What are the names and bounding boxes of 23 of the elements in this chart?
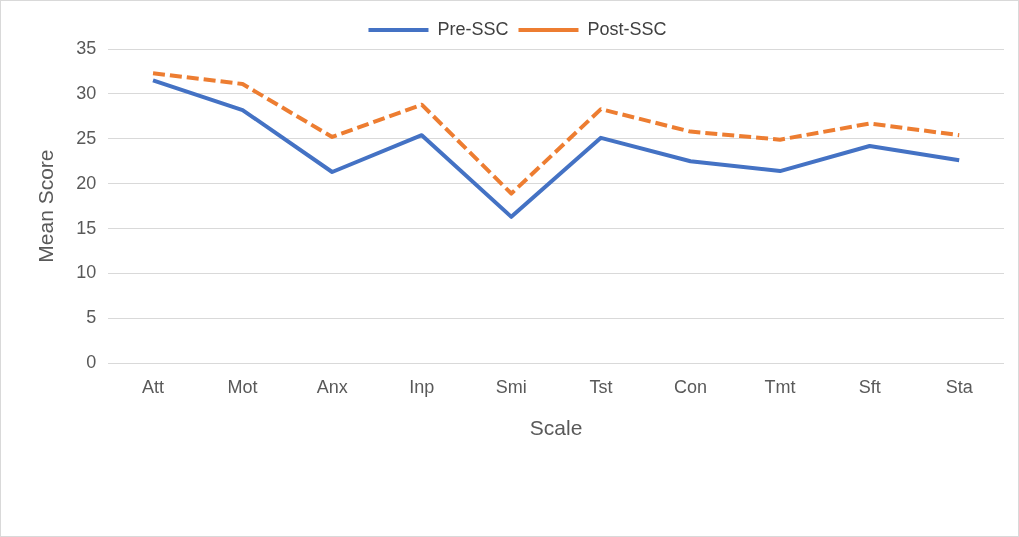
- x-tick-label: Sft: [858, 376, 881, 397]
- y-tick-label: 0: [86, 352, 97, 373]
- x-tick-label: Tmt: [764, 376, 796, 397]
- y-tick-label: 35: [76, 37, 97, 58]
- x-axis-title: Scale: [529, 416, 583, 440]
- x-tick-label: Con: [673, 376, 707, 397]
- x-tick-label: Mot: [227, 376, 258, 397]
- y-tick-label: 10: [76, 262, 97, 283]
- line-series: [151, 71, 962, 196]
- y-tick-label: 20: [76, 172, 97, 193]
- x-tick-label: Tst: [589, 376, 613, 397]
- y-tick-label: 25: [76, 127, 97, 148]
- y-axis-title: Mean Score: [34, 149, 58, 263]
- x-tick-label: Anx: [316, 376, 348, 397]
- y-tick-label: 15: [76, 217, 97, 238]
- y-tick-label: 30: [76, 82, 97, 103]
- x-tick-label: Att: [142, 376, 165, 397]
- x-tick-label: Sta: [945, 376, 974, 397]
- y-tick-label: 5: [86, 307, 97, 328]
- legend-label: Pre-SSC: [437, 18, 509, 39]
- x-tick-label: Smi: [495, 376, 527, 397]
- x-tick-label: Inp: [409, 376, 435, 397]
- legend-label: Post-SSC: [587, 18, 667, 39]
